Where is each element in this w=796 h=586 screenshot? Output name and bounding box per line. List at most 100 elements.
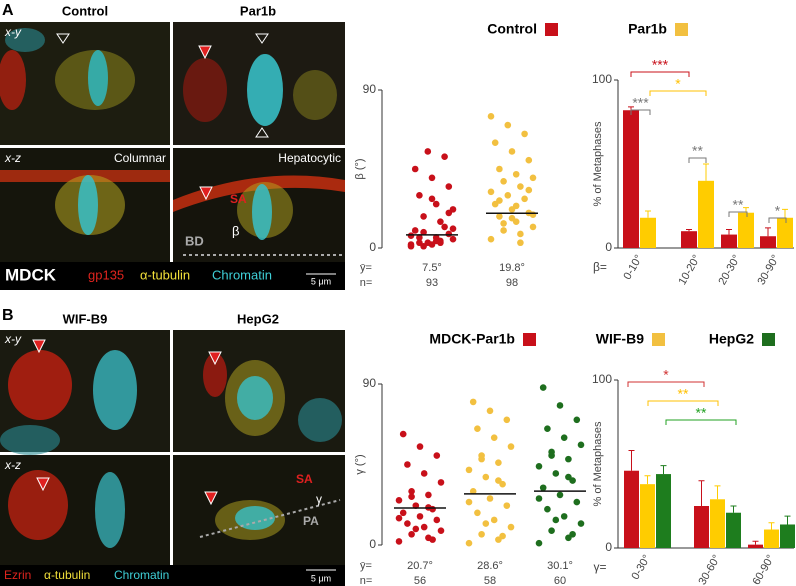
error-bar bbox=[730, 505, 737, 513]
data-point bbox=[517, 183, 524, 190]
data-point bbox=[503, 416, 511, 424]
data-point bbox=[496, 165, 503, 173]
data-point bbox=[441, 223, 448, 231]
error-bar bbox=[698, 480, 705, 506]
row-label: x-z bbox=[4, 151, 21, 165]
data-point bbox=[552, 516, 560, 524]
y-axis-label: % of Metaphases bbox=[592, 421, 604, 506]
column-label: Par1b bbox=[240, 3, 276, 18]
n-label: 98 bbox=[506, 277, 518, 289]
data-point bbox=[499, 532, 506, 540]
overlay-label: SA bbox=[296, 472, 313, 486]
micrographs bbox=[0, 22, 345, 586]
data-point bbox=[487, 235, 495, 243]
error-bar bbox=[784, 515, 791, 525]
column-label: Control bbox=[62, 3, 108, 18]
legend-swatch bbox=[523, 333, 536, 346]
scale-label: 5 μm bbox=[311, 573, 331, 583]
data-point bbox=[416, 192, 423, 199]
data-point bbox=[433, 516, 441, 524]
data-point bbox=[508, 148, 516, 155]
bar bbox=[624, 470, 639, 548]
data-point bbox=[474, 509, 481, 517]
significance-bracket bbox=[665, 419, 737, 425]
data-point bbox=[482, 473, 490, 481]
y-tick-label: 0 bbox=[605, 240, 612, 254]
stain-label: Chromatin bbox=[114, 568, 169, 582]
data-point bbox=[487, 188, 495, 196]
data-point bbox=[529, 174, 537, 182]
significance-label: *** bbox=[632, 95, 649, 111]
legend-strip bbox=[0, 565, 345, 586]
data-point bbox=[512, 202, 520, 210]
data-point bbox=[437, 479, 445, 486]
legend-label: HepG2 bbox=[709, 331, 754, 347]
data-point bbox=[556, 491, 564, 499]
data-point bbox=[503, 502, 511, 509]
axis-line bbox=[199, 499, 341, 538]
error-bar bbox=[782, 208, 788, 218]
overlay-label: γ bbox=[316, 492, 322, 506]
x-tick-label: 20-30° bbox=[716, 253, 743, 287]
stain-band bbox=[173, 175, 345, 212]
stain-blob bbox=[93, 350, 137, 430]
n-prefix: n= bbox=[360, 575, 373, 586]
stain-blob bbox=[95, 472, 125, 548]
overlay-label: β bbox=[232, 223, 239, 238]
data-point bbox=[445, 183, 453, 190]
data-point bbox=[433, 452, 441, 459]
error-bar bbox=[752, 540, 759, 545]
data-point bbox=[420, 228, 427, 236]
stain-blob bbox=[293, 70, 337, 120]
arrowhead bbox=[198, 45, 212, 60]
significance-label: *** bbox=[652, 57, 669, 73]
data-point bbox=[395, 538, 403, 545]
legend-swatch bbox=[652, 333, 665, 346]
data-point bbox=[552, 470, 560, 477]
data-point bbox=[408, 488, 415, 495]
bar bbox=[694, 506, 709, 548]
data-point bbox=[416, 513, 424, 520]
bar bbox=[640, 217, 656, 248]
data-point bbox=[420, 470, 428, 477]
data-point bbox=[437, 218, 444, 225]
data-point bbox=[512, 170, 520, 178]
data-point bbox=[395, 514, 403, 522]
panel-label: A bbox=[2, 2, 14, 19]
data-point bbox=[412, 525, 420, 533]
data-point bbox=[424, 148, 432, 155]
y-tick-label: 0 bbox=[369, 537, 376, 551]
y-axis-label: β (°) bbox=[354, 158, 366, 179]
data-point bbox=[465, 539, 473, 547]
data-point bbox=[500, 177, 507, 185]
mean-label: 20.7° bbox=[407, 560, 433, 572]
data-point bbox=[507, 443, 515, 450]
stain-blob bbox=[252, 184, 272, 240]
data-point bbox=[548, 527, 555, 534]
stain-blob bbox=[0, 425, 60, 455]
data-point bbox=[496, 197, 503, 204]
significance-label: * bbox=[775, 203, 781, 219]
overlay-label: BD bbox=[185, 233, 204, 248]
legend-label: WIF-B9 bbox=[596, 331, 644, 347]
x-tick-label: 10-20° bbox=[676, 253, 703, 287]
data-point bbox=[535, 539, 543, 547]
bar bbox=[777, 217, 793, 248]
significance-bracket bbox=[688, 157, 707, 163]
data-point bbox=[573, 416, 581, 424]
y-tick-label: 100 bbox=[592, 72, 612, 86]
data-point bbox=[432, 234, 440, 241]
significance-bracket bbox=[649, 90, 707, 96]
data-point bbox=[521, 130, 528, 138]
data-point bbox=[507, 523, 515, 531]
data-point bbox=[407, 242, 415, 250]
significance-bracket bbox=[728, 211, 748, 217]
data-point bbox=[437, 527, 445, 534]
significance-bracket bbox=[630, 109, 651, 115]
significance-bracket bbox=[768, 217, 787, 223]
legend-swatch bbox=[675, 23, 688, 36]
stain-label: Ezrin bbox=[4, 568, 31, 582]
data-point bbox=[407, 232, 415, 240]
data-point bbox=[399, 430, 407, 438]
data-point bbox=[496, 213, 503, 220]
